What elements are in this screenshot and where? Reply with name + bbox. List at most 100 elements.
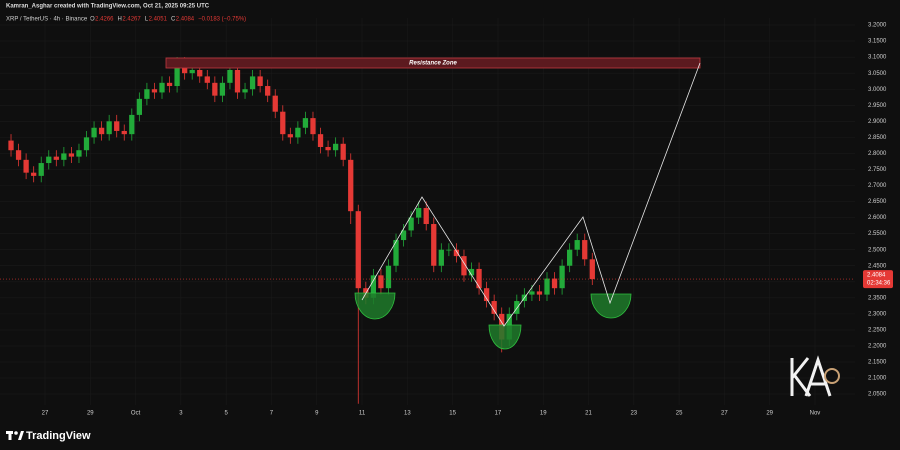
candle-body bbox=[61, 153, 67, 160]
candle-body bbox=[23, 159, 29, 173]
candle-body bbox=[468, 268, 475, 276]
y-tick-label: 2.3500 bbox=[868, 295, 887, 301]
candle-body bbox=[91, 127, 97, 138]
candle-body bbox=[46, 156, 52, 164]
footer-logo bbox=[6, 431, 24, 440]
candle-body bbox=[340, 143, 346, 160]
candle-body bbox=[355, 211, 361, 289]
y-tick-label: 2.6500 bbox=[868, 199, 887, 205]
candle-body bbox=[129, 114, 135, 135]
legend-key: H bbox=[118, 17, 122, 23]
x-tick-label: 19 bbox=[540, 411, 547, 417]
candle-body bbox=[204, 76, 210, 83]
candle-body bbox=[348, 159, 354, 212]
y-tick-label: 3.1500 bbox=[868, 39, 887, 45]
legend-key: L bbox=[145, 17, 149, 23]
legend-value: 2.4051 bbox=[149, 17, 168, 23]
candle-body bbox=[98, 127, 105, 135]
candle-body bbox=[249, 76, 256, 90]
y-tick-label: 2.2000 bbox=[868, 344, 887, 350]
watermark-logo bbox=[790, 355, 840, 397]
candle-body bbox=[242, 89, 248, 93]
candle-body bbox=[106, 121, 112, 135]
candle-body bbox=[197, 69, 203, 77]
legend-value: 2.4266 bbox=[95, 17, 114, 23]
candle-body bbox=[582, 240, 588, 260]
x-tick-label: 23 bbox=[630, 411, 637, 417]
last-price-tag bbox=[863, 270, 893, 289]
candle-body bbox=[280, 111, 286, 135]
credit: Kamran_Asghar created with TradingView.c… bbox=[6, 4, 210, 10]
y-tick-label: 2.6000 bbox=[868, 215, 887, 221]
candle-body bbox=[423, 207, 429, 225]
x-tick-label: 11 bbox=[359, 411, 366, 417]
candle-body bbox=[295, 127, 301, 138]
y-tick-label: 2.1500 bbox=[868, 360, 887, 366]
y-tick-label: 2.9500 bbox=[868, 103, 887, 109]
cup-shape bbox=[354, 292, 396, 320]
cup-shape bbox=[590, 293, 632, 319]
y-tick-label: 2.3000 bbox=[868, 311, 887, 317]
candle-body bbox=[136, 98, 142, 115]
candle-body bbox=[536, 291, 543, 295]
y-tick-label: 2.4500 bbox=[868, 263, 887, 269]
footer-brand: TradingView bbox=[26, 430, 91, 442]
candle-body bbox=[83, 137, 90, 151]
y-tick-label: 2.2500 bbox=[868, 327, 887, 333]
x-tick-label: Nov bbox=[810, 411, 821, 417]
resistance-label: Resistance Zone bbox=[409, 61, 457, 67]
y-tick-label: 2.1000 bbox=[868, 376, 887, 382]
candle-body bbox=[385, 265, 392, 289]
candle-body bbox=[408, 217, 414, 231]
candle-body bbox=[272, 95, 278, 112]
y-tick-label: 2.7500 bbox=[868, 167, 887, 173]
candle-body bbox=[491, 301, 497, 314]
y-tick-label: 3.2000 bbox=[868, 23, 887, 29]
candle-body bbox=[76, 150, 82, 157]
candle-body bbox=[453, 249, 460, 257]
candle-body bbox=[438, 249, 444, 266]
candle-body bbox=[317, 134, 324, 147]
candle-body bbox=[551, 278, 558, 289]
candle-body bbox=[574, 240, 580, 250]
candle-body bbox=[227, 69, 233, 83]
legend-key: C bbox=[171, 17, 176, 23]
candle-body bbox=[302, 118, 309, 128]
candle-body bbox=[121, 130, 127, 135]
candle-body bbox=[189, 69, 195, 74]
projection-line bbox=[361, 62, 701, 327]
candle-body bbox=[476, 268, 482, 289]
candle-body bbox=[325, 147, 331, 151]
x-tick-label: 13 bbox=[404, 411, 411, 417]
x-tick-label: 9 bbox=[315, 411, 319, 417]
candle-body bbox=[144, 89, 150, 99]
y-tick-label: 2.5000 bbox=[868, 247, 887, 253]
candle-body bbox=[212, 82, 218, 96]
candle-body bbox=[393, 240, 399, 266]
candle-body bbox=[370, 275, 377, 298]
symbol: XRP / TetherUS · 4h · Binance bbox=[6, 17, 88, 23]
candle-body bbox=[219, 82, 226, 96]
candle-body bbox=[416, 207, 422, 218]
x-tick-label: 21 bbox=[585, 411, 592, 417]
y-tick-label: 2.9000 bbox=[868, 119, 887, 125]
candle-body bbox=[431, 224, 437, 266]
candle-body bbox=[68, 153, 75, 157]
x-tick-label: 29 bbox=[766, 411, 773, 417]
candle-body bbox=[287, 134, 293, 138]
last-price-label: 2.4084 bbox=[867, 273, 886, 279]
x-tick-label: 27 bbox=[721, 411, 728, 417]
x-tick-label: 3 bbox=[179, 411, 183, 417]
candle-body bbox=[8, 140, 14, 151]
x-tick-label: 15 bbox=[449, 411, 456, 417]
legend-value: 2.4267 bbox=[122, 17, 141, 23]
cup-shape bbox=[488, 324, 522, 350]
legend-value: −0.0183 (−0.75%) bbox=[198, 17, 246, 23]
candle-body bbox=[31, 172, 37, 176]
candle-body bbox=[53, 156, 59, 160]
x-tick-label: 7 bbox=[270, 411, 274, 417]
candle-body bbox=[166, 82, 173, 87]
